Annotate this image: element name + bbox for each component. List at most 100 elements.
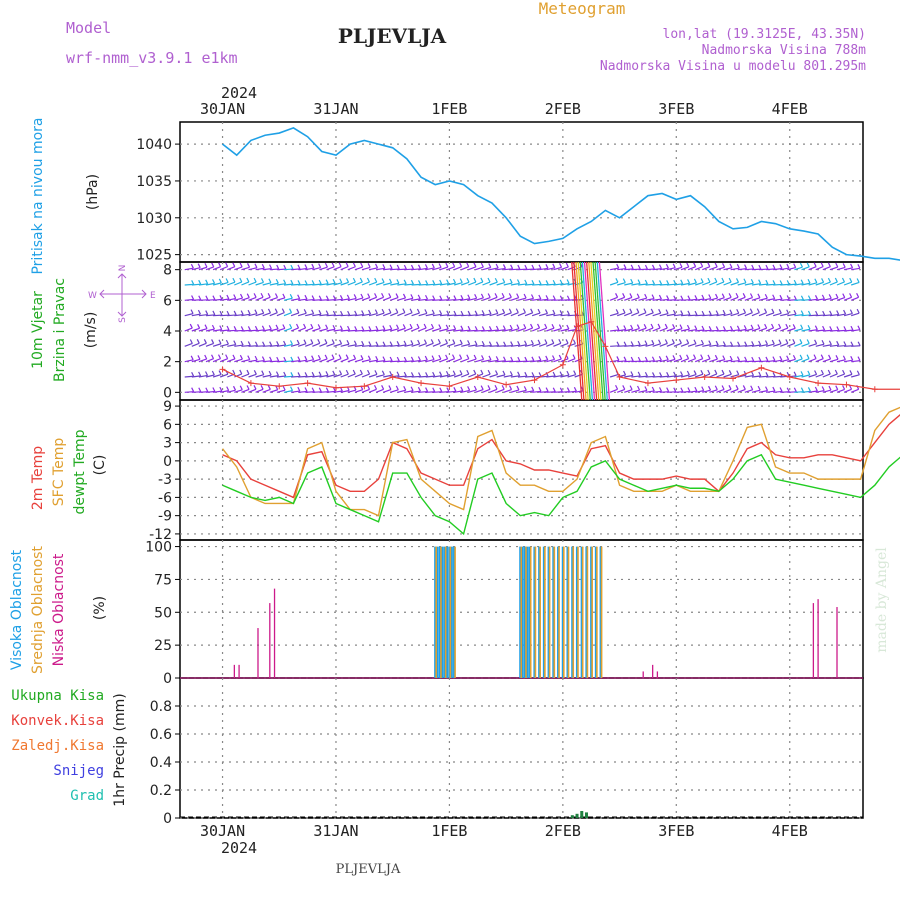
- wind-barb-flag: [686, 370, 690, 376]
- wind-barb: [624, 344, 634, 347]
- wind-barb: [411, 268, 421, 271]
- wind-barb-flag: [779, 294, 783, 300]
- wind-barb-flag: [261, 356, 265, 361]
- precip-label-conv: Konvek.Kisa: [11, 713, 104, 729]
- wind-barb-flag: [807, 295, 812, 300]
- wind-barb-flag: [480, 262, 484, 268]
- wind-barb-flag: [495, 370, 499, 375]
- wind-barb-flag: [758, 279, 762, 284]
- wind-barb-flag: [274, 293, 279, 298]
- wind-barb-flag: [473, 354, 477, 360]
- wind-barb-flag: [714, 385, 718, 391]
- wind-barb-flag: [275, 324, 279, 330]
- precip-bar: [575, 813, 579, 818]
- wind-barb-flag: [361, 340, 365, 346]
- wind-barb: [730, 374, 739, 378]
- wind-barb: [496, 374, 506, 378]
- wind-barb: [255, 312, 264, 317]
- wind-barb: [836, 281, 845, 286]
- wind-barb: [291, 360, 300, 363]
- wind-barb: [773, 359, 782, 363]
- wind-barb-flag: [268, 370, 272, 376]
- wind-barb-flag: [509, 324, 513, 330]
- wind-barb: [836, 359, 846, 363]
- wind-barb-flag: [389, 370, 393, 376]
- wind-barb: [482, 296, 491, 301]
- wind-barb: [205, 358, 214, 363]
- wind-barb-flag: [742, 293, 746, 298]
- wind-barb-flag: [304, 294, 308, 300]
- wind-barb-flag: [736, 263, 740, 269]
- wind-barb: [680, 390, 690, 393]
- wind-barb-flag: [792, 324, 796, 329]
- wind-barb-flag: [814, 295, 819, 300]
- wind-barb-flag: [558, 324, 562, 329]
- wind-barb: [276, 344, 286, 347]
- wind-barb-flag: [289, 386, 294, 391]
- wind-barb: [659, 359, 669, 363]
- wind-barb-flag: [665, 263, 669, 269]
- wind-barb: [191, 342, 200, 347]
- wind-barb-flag: [211, 262, 215, 268]
- wind-barb-flag: [558, 339, 562, 344]
- wind-barb-flag: [282, 385, 286, 391]
- wind-barb: [794, 283, 804, 286]
- wind-barb-flag: [240, 326, 244, 331]
- wind-barb: [560, 374, 570, 378]
- wind-barb: [482, 359, 492, 363]
- wind-barb: [822, 281, 831, 286]
- wind-barb: [808, 373, 817, 378]
- wind-barb: [680, 342, 689, 347]
- wind-barb: [801, 328, 811, 332]
- wind-barb: [248, 313, 258, 317]
- wind-barb: [688, 298, 698, 301]
- wind-barb: [255, 388, 264, 393]
- wind-barb: [312, 342, 321, 347]
- panel-frame: [179, 121, 864, 263]
- wind-barb: [276, 283, 286, 286]
- wind-barb: [723, 267, 733, 271]
- wind-barb: [617, 360, 627, 363]
- wind-barb: [269, 389, 278, 393]
- wind-barb: [737, 282, 747, 286]
- wind-barb: [390, 389, 399, 393]
- wind-barb: [290, 327, 299, 332]
- wind-barb-flag: [459, 370, 463, 375]
- wind-barb-flag: [637, 371, 641, 377]
- wind-barb-flag: [304, 264, 308, 269]
- wind-barb-flag: [217, 354, 222, 359]
- wind-barb-flag: [332, 295, 336, 300]
- wind-barb: [432, 375, 442, 378]
- wind-barb: [851, 360, 861, 363]
- wind-barb-flag: [352, 369, 356, 375]
- wind-barb-flag: [446, 295, 450, 301]
- wind-barb: [439, 358, 448, 363]
- wind-barb: [333, 343, 342, 347]
- wind-barb-flag: [467, 325, 471, 331]
- wind-barb: [638, 283, 648, 286]
- wind-barb-flag: [786, 387, 790, 392]
- wind-barb: [376, 360, 386, 363]
- wind-barb-flag: [375, 263, 379, 269]
- wind-barb-flag: [324, 262, 328, 268]
- wind-barb-flag: [382, 325, 386, 330]
- wind-barb: [347, 297, 357, 301]
- wind-barb-flag: [686, 262, 690, 268]
- wind-barb-flag: [431, 309, 435, 315]
- bottom-day-label: 3FEB: [658, 822, 694, 840]
- wind-barb-flag: [282, 293, 286, 299]
- wind-barb-flag: [403, 371, 407, 377]
- wind-barb-flag: [820, 262, 824, 267]
- wind-barb: [496, 312, 505, 317]
- wind-barb: [624, 389, 633, 393]
- wind-barb: [482, 373, 491, 378]
- wind-barb-flag: [402, 324, 406, 329]
- wind-barb: [432, 327, 442, 332]
- wind-barb: [758, 343, 768, 347]
- wind-barb-flag: [531, 372, 535, 377]
- wind-barb: [297, 312, 307, 317]
- wind-barb-flag: [345, 369, 349, 375]
- wind-barb-flag: [382, 264, 386, 269]
- wind-barb: [439, 374, 449, 378]
- wind-barb: [496, 281, 505, 286]
